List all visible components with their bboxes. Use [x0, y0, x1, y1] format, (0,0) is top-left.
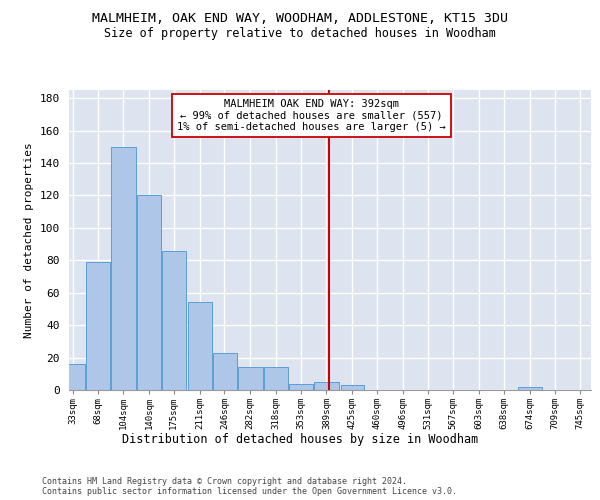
Bar	[314, 382, 339, 390]
Bar	[289, 384, 313, 390]
Text: Contains HM Land Registry data © Crown copyright and database right 2024.: Contains HM Land Registry data © Crown c…	[42, 478, 407, 486]
Bar	[264, 368, 288, 390]
Text: Contains public sector information licensed under the Open Government Licence v3: Contains public sector information licen…	[42, 488, 457, 496]
Y-axis label: Number of detached properties: Number of detached properties	[24, 142, 34, 338]
Bar	[518, 387, 542, 390]
Bar	[61, 364, 85, 390]
Text: Distribution of detached houses by size in Woodham: Distribution of detached houses by size …	[122, 432, 478, 446]
Bar	[137, 196, 161, 390]
Text: MALMHEIM OAK END WAY: 392sqm
← 99% of detached houses are smaller (557)
1% of se: MALMHEIM OAK END WAY: 392sqm ← 99% of de…	[178, 99, 446, 132]
Text: MALMHEIM, OAK END WAY, WOODHAM, ADDLESTONE, KT15 3DU: MALMHEIM, OAK END WAY, WOODHAM, ADDLESTO…	[92, 12, 508, 26]
Bar	[238, 368, 263, 390]
Bar	[111, 147, 136, 390]
Bar	[188, 302, 212, 390]
Bar	[162, 250, 187, 390]
Bar	[86, 262, 110, 390]
Bar	[341, 385, 364, 390]
Text: Size of property relative to detached houses in Woodham: Size of property relative to detached ho…	[104, 28, 496, 40]
Bar	[212, 352, 237, 390]
